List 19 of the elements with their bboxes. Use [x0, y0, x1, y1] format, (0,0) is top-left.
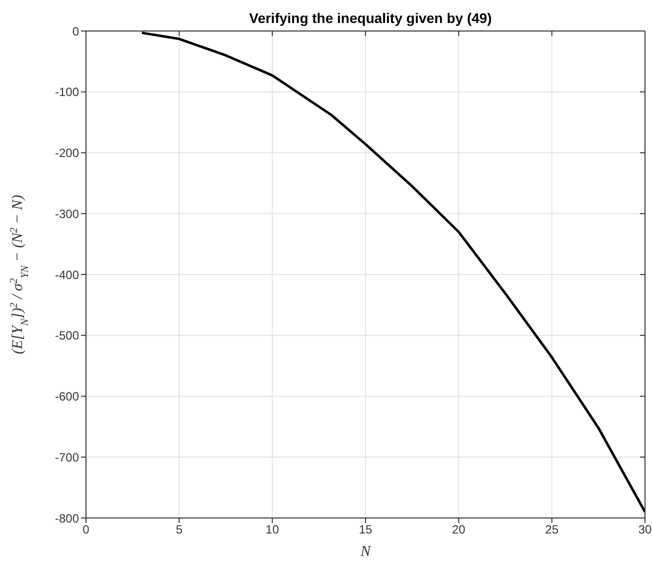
x-tick-label: 15 — [358, 522, 372, 537]
y-tick-label: -500 — [54, 328, 80, 343]
y-tick-label: -100 — [54, 85, 80, 100]
y-tick-label: -800 — [54, 511, 80, 526]
chart-title: Verifying the inequality given by (49) — [248, 10, 493, 26]
y-tick-label: -300 — [54, 206, 80, 221]
x-tick-label: 10 — [266, 522, 280, 537]
line-series — [140, 32, 645, 514]
x-tick-label: 30 — [638, 522, 652, 537]
y-tick-label: -200 — [54, 146, 80, 160]
x-tick-label: 0 — [82, 522, 90, 537]
y-tick-label: 0 — [72, 24, 80, 38]
x-tick-label: 5 — [176, 522, 183, 537]
y-tick-label: -600 — [54, 390, 80, 404]
x-axis-title: N — [359, 544, 372, 560]
x-tick-label: 25 — [545, 522, 559, 537]
y-tick-label: -700 — [54, 450, 80, 464]
x-tick-label: 20 — [452, 522, 466, 537]
y-tick-label: -400 — [54, 268, 80, 282]
